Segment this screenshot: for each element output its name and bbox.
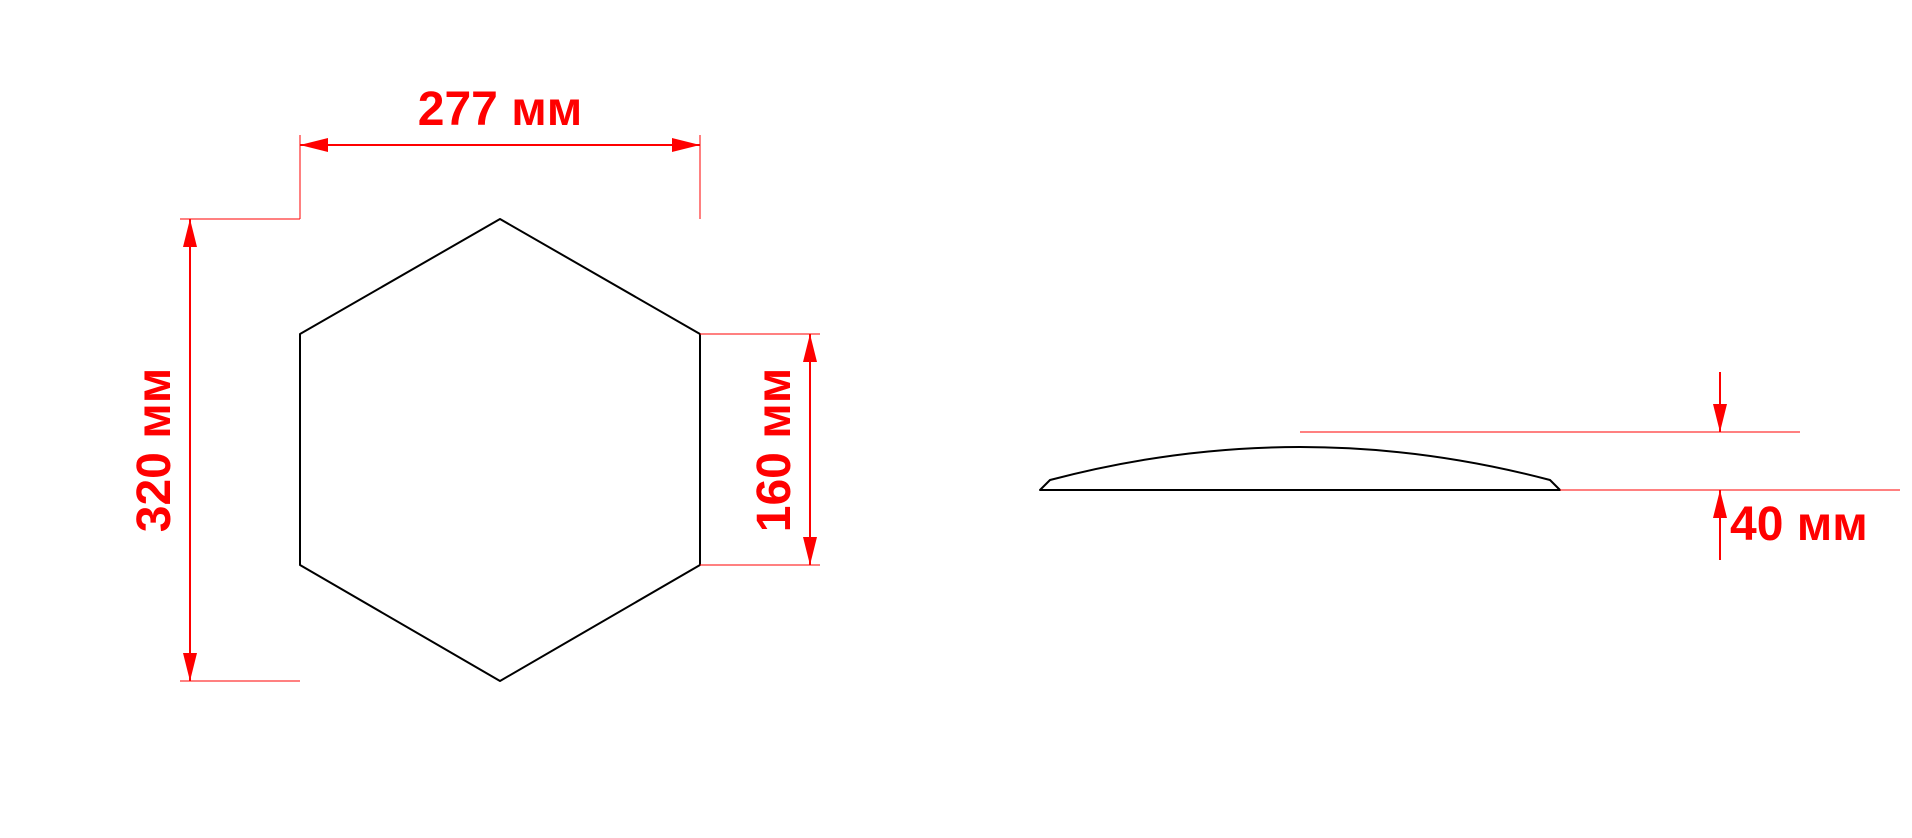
dimension-arrow <box>183 219 197 247</box>
hexagon-shape <box>300 219 700 681</box>
dimension-arrow <box>1713 490 1727 518</box>
dimension-arrow <box>803 537 817 565</box>
dimension-arrow <box>803 334 817 362</box>
dimension-arrow <box>183 653 197 681</box>
dimension-label: 160 мм <box>748 368 801 532</box>
dimension-label: 320 мм <box>128 368 181 532</box>
dimension-arrow <box>672 138 700 152</box>
profile-shape <box>1040 447 1560 490</box>
dimension-arrow <box>1713 404 1727 432</box>
dimension-label: 277 мм <box>418 83 582 136</box>
dimension-arrow <box>300 138 328 152</box>
technical-drawing: 277 мм 320 мм 160 мм 40 мм <box>0 0 1912 838</box>
dimension-label: 40 мм <box>1730 498 1868 551</box>
